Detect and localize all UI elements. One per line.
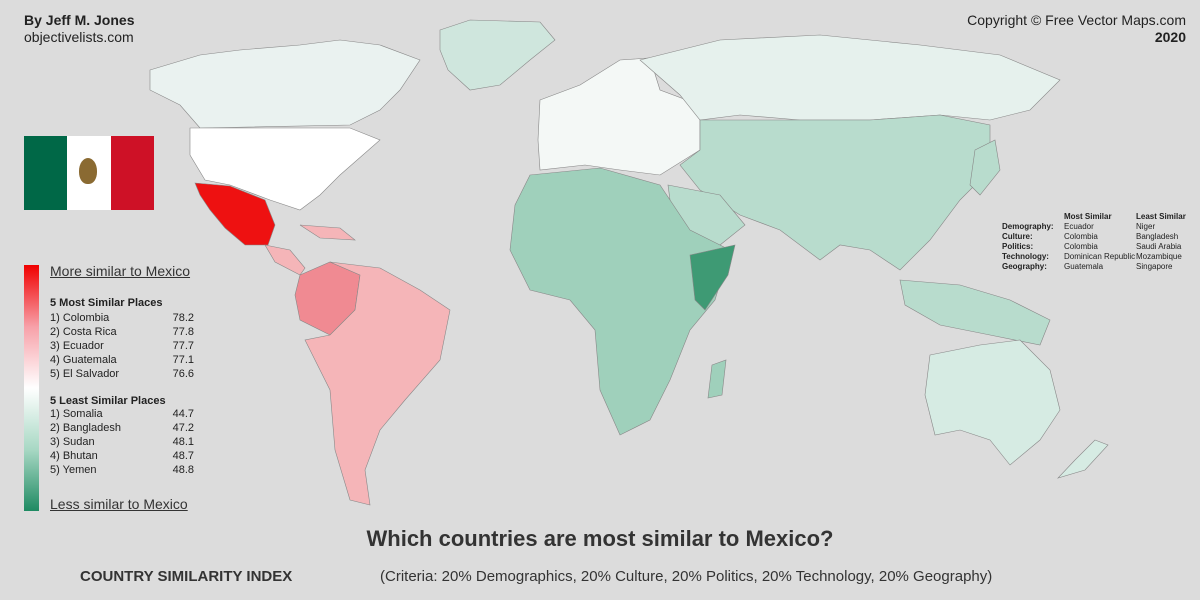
- africa-shape: [509, 167, 731, 436]
- most-similar-item: 4) Guatemala 77.1: [50, 354, 194, 366]
- least-similar-item: 5) Yemen 48.8: [50, 464, 194, 476]
- category-table-header: Most Similar Least Similar: [1064, 212, 1186, 221]
- southeast-asia-shape: [899, 279, 1051, 346]
- mexico-shape: [194, 182, 276, 246]
- index-label: COUNTRY SIMILARITY INDEX: [80, 568, 293, 585]
- most-similar-item: 2) Costa Rica 77.8: [50, 326, 194, 338]
- russia-shape: [639, 34, 1061, 121]
- new-zealand-shape: [1057, 439, 1109, 479]
- copyright-credit: Copyright © Free Vector Maps.com: [967, 12, 1186, 28]
- flag-band-white: [67, 136, 111, 210]
- caribbean-shape: [299, 224, 356, 241]
- most-similar-item: 3) Ecuador 77.7: [50, 340, 194, 352]
- map-title: Which countries are most similar to Mexi…: [366, 526, 834, 551]
- year-label: 2020: [1154, 29, 1186, 45]
- category-table: Most Similar Least Similar Demography: Ec…: [1002, 212, 1198, 272]
- most-similar-item: 1) Colombia 78.2: [50, 312, 194, 324]
- criteria-text: (Criteria: 20% Demographics, 20% Culture…: [380, 568, 993, 585]
- site-credit: objectivelists.com: [24, 29, 134, 45]
- legend-more-similar-label: More similar to Mexico: [50, 263, 191, 279]
- least-similar-item: 3) Sudan 48.1: [50, 436, 194, 448]
- asia-shape: [679, 114, 991, 271]
- greenland-shape: [439, 19, 556, 91]
- madagascar-shape: [707, 359, 727, 399]
- usa-shape: [189, 127, 381, 211]
- legend-gradient-bar: [24, 265, 39, 511]
- most-similar-title: 5 Most Similar Places: [50, 297, 163, 309]
- somalia-shape: [689, 244, 736, 311]
- least-similar-title: 5 Least Similar Places: [50, 395, 166, 407]
- author-credit: By Jeff M. Jones: [24, 12, 135, 28]
- least-similar-item: 1) Somalia 44.7: [50, 408, 194, 420]
- flag-band-red: [110, 136, 154, 210]
- flag-band-green: [24, 136, 68, 210]
- least-similar-item: 4) Bhutan 48.7: [50, 450, 194, 462]
- japan-shape: [969, 139, 1001, 196]
- category-row: Demography: Ecuador Niger: [1002, 222, 1156, 231]
- category-row: Culture: Colombia Bangladesh: [1002, 232, 1179, 241]
- most-similar-item: 5) El Salvador 76.6: [50, 368, 194, 380]
- canada-shape: [149, 39, 421, 129]
- category-row: Politics: Colombia Saudi Arabia: [1002, 242, 1182, 251]
- central-america-shape: [264, 244, 306, 276]
- south-america-shape: [304, 261, 451, 506]
- legend-less-similar-label: Less similar to Mexico: [50, 496, 188, 512]
- flag-emblem-icon: [79, 158, 98, 184]
- least-similar-item: 2) Bangladesh 47.2: [50, 422, 194, 434]
- mexico-flag: [24, 136, 154, 210]
- category-row: Geography: Guatemala Singapore: [1002, 262, 1173, 271]
- australia-shape: [924, 339, 1061, 466]
- category-row: Technology: Dominican Republic Mozambique: [1002, 252, 1182, 261]
